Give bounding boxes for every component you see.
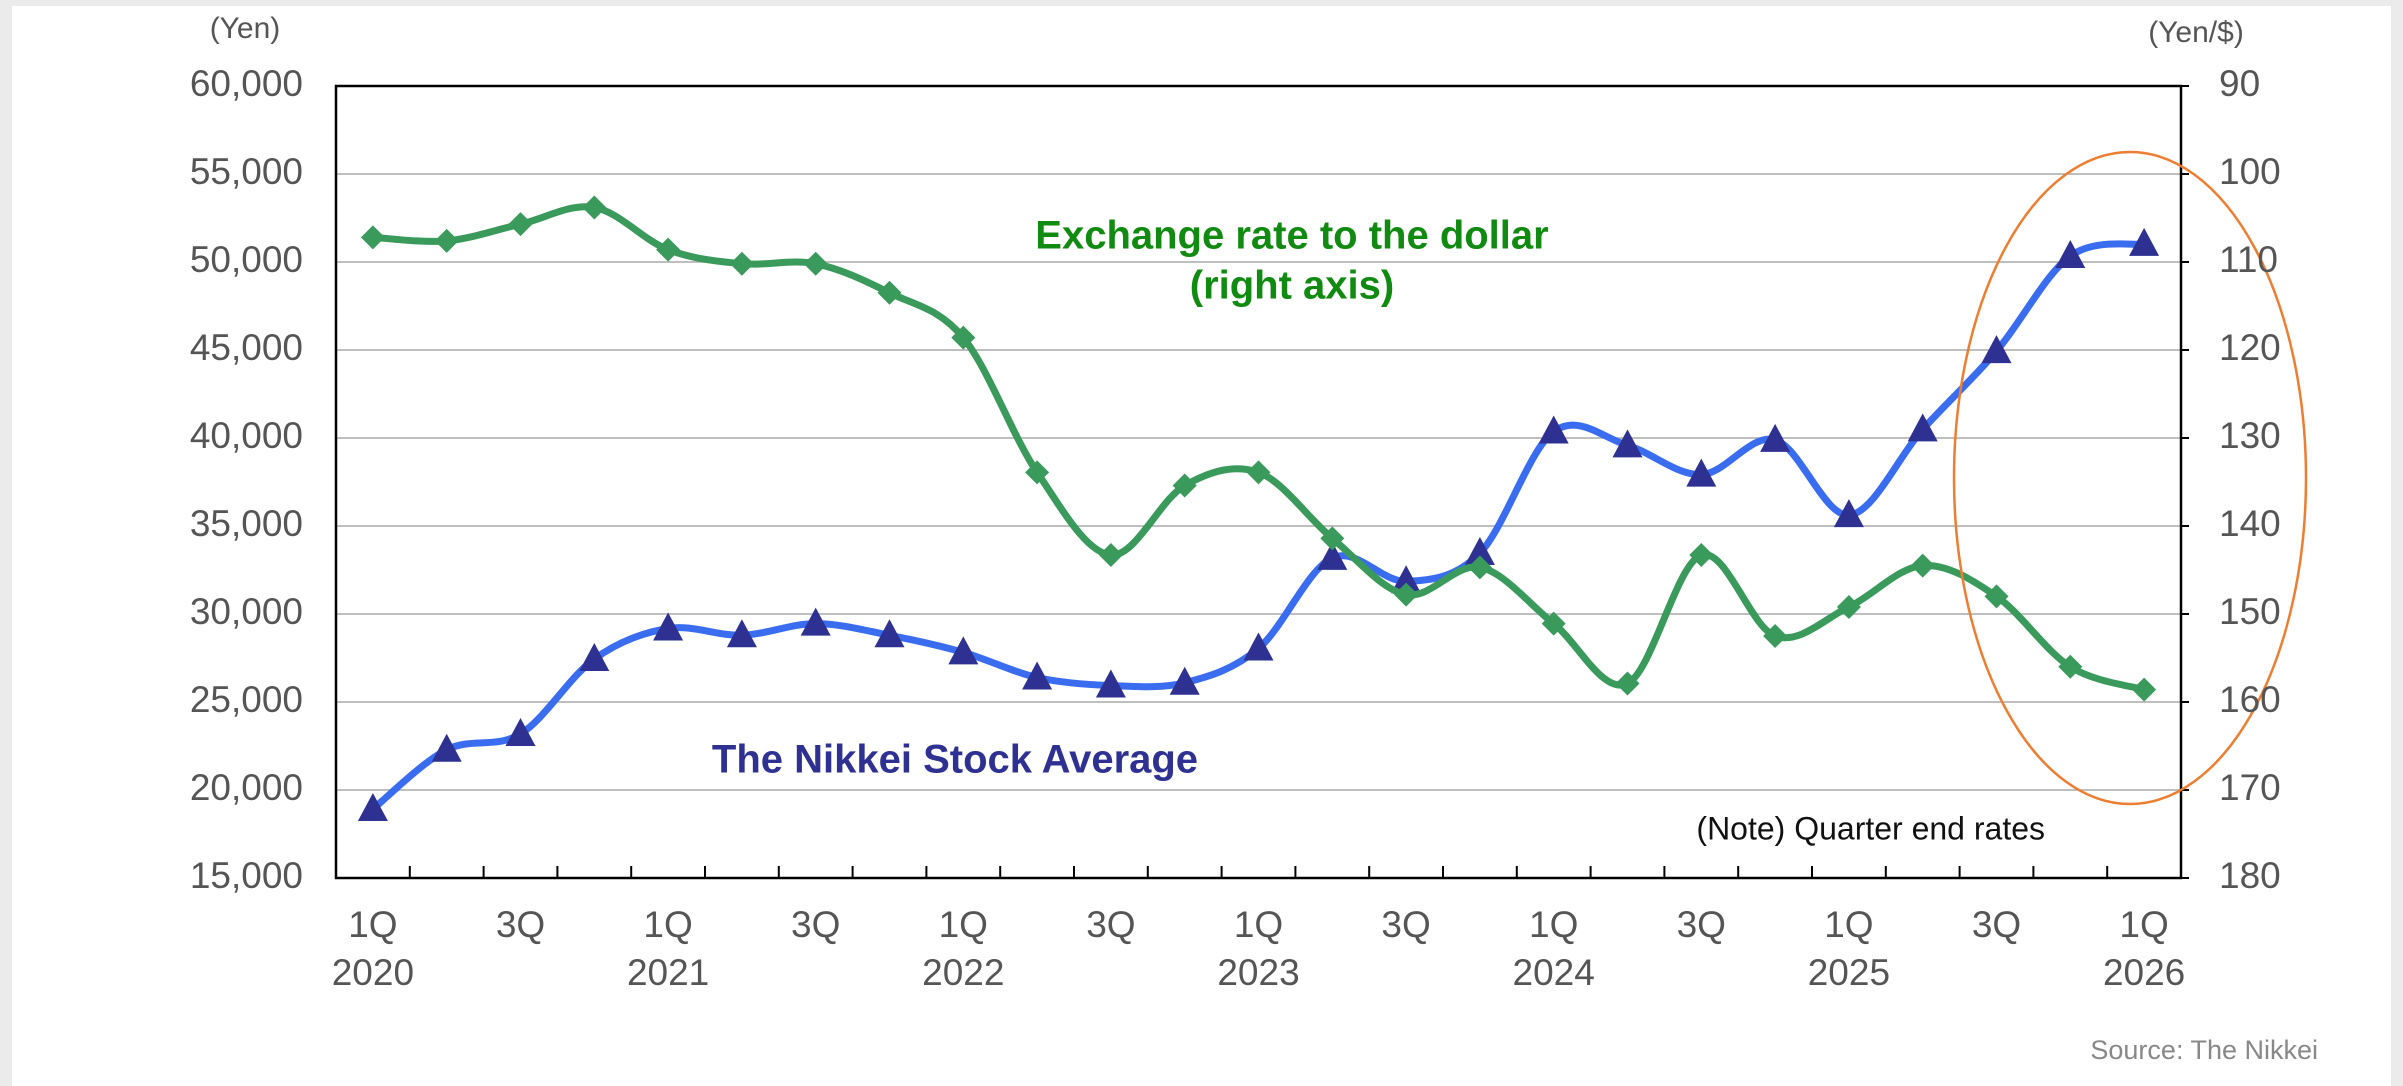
diamond-marker xyxy=(2058,654,2083,679)
triangle-marker xyxy=(800,607,831,636)
triangle-marker xyxy=(1981,335,2012,364)
x-tick-label: 3Q xyxy=(1677,904,1726,945)
y2-tick-label: 100 xyxy=(2219,151,2281,192)
x-tick-label: 1Q 2025 xyxy=(1808,904,1890,993)
x-tick-label: 1Q 2021 xyxy=(627,904,709,993)
source: Source: The Nikkei xyxy=(2090,1035,2318,1065)
diamond-marker xyxy=(434,228,459,253)
diamond-marker xyxy=(1098,543,1123,568)
diamond-marker xyxy=(1394,582,1419,607)
diamond-marker xyxy=(508,212,533,237)
panel xyxy=(12,6,2391,1086)
x-tick-label: 3Q xyxy=(1381,904,1430,945)
triangle-marker xyxy=(874,619,905,648)
y2-tick-label: 170 xyxy=(2219,767,2281,808)
diamond-marker xyxy=(729,251,754,276)
y2-tick-label: 140 xyxy=(2219,503,2281,544)
plot-frame xyxy=(334,84,2183,880)
y2-tick-label: 180 xyxy=(2219,855,2281,896)
marks xyxy=(357,195,2160,822)
triangle-marker xyxy=(1391,565,1422,594)
diamond-marker xyxy=(656,237,681,262)
y2-tick-label: 120 xyxy=(2219,327,2281,368)
triangle-marker xyxy=(1169,666,1200,695)
triangle-marker xyxy=(1760,423,1791,452)
diamond-marker xyxy=(1172,473,1197,498)
triangle-marker xyxy=(726,619,757,648)
x-tick-label: 3Q xyxy=(791,904,840,945)
triangle-marker xyxy=(1022,661,1053,690)
triangle-marker xyxy=(1317,541,1348,570)
triangle-marker xyxy=(653,612,684,641)
diamond-marker xyxy=(1615,671,1640,696)
triangle-marker xyxy=(1686,458,1717,487)
triangle-marker xyxy=(2055,240,2086,269)
y-tick-label: 30,000 xyxy=(190,591,303,632)
diamond-marker xyxy=(877,280,902,305)
triangle-marker xyxy=(579,642,610,671)
diamond-marker xyxy=(1541,611,1566,636)
diamond-marker xyxy=(1689,543,1714,568)
y-tick-label: 40,000 xyxy=(190,415,303,456)
x-tick-label: 1Q 2020 xyxy=(332,904,414,993)
x-tick-label: 3Q xyxy=(1086,904,1135,945)
y2-tick-label: 160 xyxy=(2219,679,2281,720)
y-tick-label: 35,000 xyxy=(190,503,303,544)
triangle-marker xyxy=(1464,537,1495,566)
triangle-marker xyxy=(1907,413,1938,442)
y-tick-label: 15,000 xyxy=(190,855,303,896)
y-tick-label: 20,000 xyxy=(190,767,303,808)
diamond-marker xyxy=(1467,555,1492,580)
triangle-marker xyxy=(1095,669,1126,698)
diamond-marker xyxy=(1836,594,1861,619)
y2-tick-label: 130 xyxy=(2219,415,2281,456)
y2-tick-label: 110 xyxy=(2219,239,2278,280)
annotation: (right axis) xyxy=(1190,264,1394,308)
diamond-marker xyxy=(1246,460,1271,485)
triangle-marker xyxy=(1833,499,1864,528)
y-axis-label: (Yen) xyxy=(210,12,281,45)
diamond-marker xyxy=(2132,677,2157,702)
y2-axis-label: (Yen/$) xyxy=(2148,16,2244,49)
x-tick-label: 1Q 2022 xyxy=(922,904,1004,993)
y2-tick-label: 150 xyxy=(2219,591,2281,632)
diamond-marker xyxy=(951,325,976,350)
y-tick-label: 55,000 xyxy=(190,151,303,192)
diamond-marker xyxy=(360,225,385,250)
y-tick-label: 50,000 xyxy=(190,239,303,280)
triangle-marker xyxy=(357,793,388,822)
y-tick-label: 60,000 xyxy=(190,63,303,104)
note: (Note) Quarter end rates xyxy=(1696,810,2045,846)
triangle-marker xyxy=(2129,227,2160,256)
triangle-marker xyxy=(948,636,979,665)
diamond-marker xyxy=(803,251,828,276)
triangle-marker xyxy=(431,733,462,762)
y2-tick-label: 90 xyxy=(2219,63,2260,104)
x-tick-label: 3Q xyxy=(1972,904,2021,945)
triangle-marker xyxy=(1538,415,1569,444)
x-tick-label: 1Q 2023 xyxy=(1217,904,1299,993)
x-tick-label: 1Q 2024 xyxy=(1513,904,1595,993)
highlight-ellipse xyxy=(1952,150,2308,806)
diamond-marker xyxy=(1320,526,1345,551)
diamond-marker xyxy=(1984,584,2009,609)
series-label: Exchange rate to the dollar xyxy=(1035,214,1548,258)
x-tick-label: 3Q xyxy=(496,904,545,945)
triangle-marker xyxy=(1243,632,1274,661)
triangle-marker xyxy=(505,717,536,746)
series-label: The Nikkei Stock Average xyxy=(712,738,1198,782)
y-tick-label: 45,000 xyxy=(190,327,303,368)
diamond-marker xyxy=(1025,460,1050,485)
diamond-marker xyxy=(582,195,607,220)
x-tick-label: 1Q 2026 xyxy=(2103,904,2185,993)
triangle-marker xyxy=(1612,429,1643,458)
diamond-marker xyxy=(1910,553,1935,578)
diamond-marker xyxy=(1763,624,1788,648)
y-tick-label: 25,000 xyxy=(190,679,303,720)
